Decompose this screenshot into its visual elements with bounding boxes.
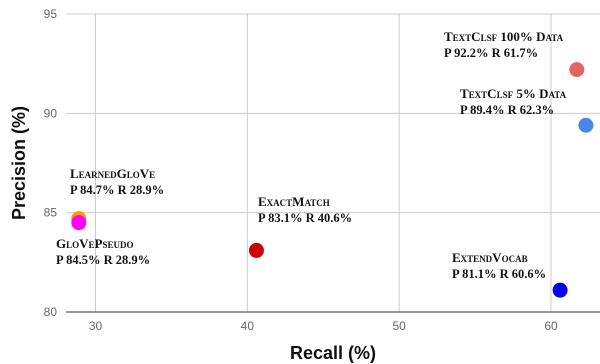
x-tick-label: 30 <box>89 319 103 333</box>
y-tick-labels: 80 85 90 95 <box>44 7 58 319</box>
y-axis-title: Precision (%) <box>9 106 29 220</box>
data-point <box>569 62 585 78</box>
y-tick-label: 95 <box>44 7 58 21</box>
data-points <box>71 62 594 298</box>
data-point <box>248 242 264 258</box>
y-tick-label: 85 <box>44 206 58 220</box>
data-point <box>578 117 594 133</box>
point-value-label: P 81.1% R 60.6% <box>452 267 546 281</box>
x-tick-label: 50 <box>392 319 406 333</box>
point-name-label: ExactMatch <box>258 194 330 209</box>
grid <box>66 13 600 313</box>
data-point <box>552 282 568 298</box>
point-value-label: P 84.7% R 28.9% <box>70 183 164 197</box>
x-tick-label: 40 <box>241 319 255 333</box>
y-tick-label: 90 <box>44 106 58 120</box>
point-name-label: GloVePseudo <box>56 236 133 251</box>
data-point <box>71 215 87 231</box>
point-name-label: TextClsf 5% Data <box>460 86 567 101</box>
point-name-label: ExtendVocab <box>452 250 528 265</box>
y-tick-label: 80 <box>44 305 58 319</box>
x-axis-title: Recall (%) <box>290 343 376 363</box>
point-value-label: P 84.5% R 28.9% <box>56 253 150 267</box>
point-value-label: P 92.2% R 61.7% <box>444 46 538 60</box>
point-value-label: P 83.1% R 40.6% <box>258 211 352 225</box>
x-tick-labels: 30 40 50 60 <box>89 319 558 333</box>
point-value-label: P 89.4% R 62.3% <box>460 103 554 117</box>
point-name-label: LearnedGloVe <box>70 166 155 181</box>
point-annotations: TextClsf 100% Data P 92.2% R 61.7% TextCls… <box>56 29 567 281</box>
x-tick-label: 60 <box>544 319 558 333</box>
point-name-label: TextClsf 100% Data <box>444 29 564 44</box>
